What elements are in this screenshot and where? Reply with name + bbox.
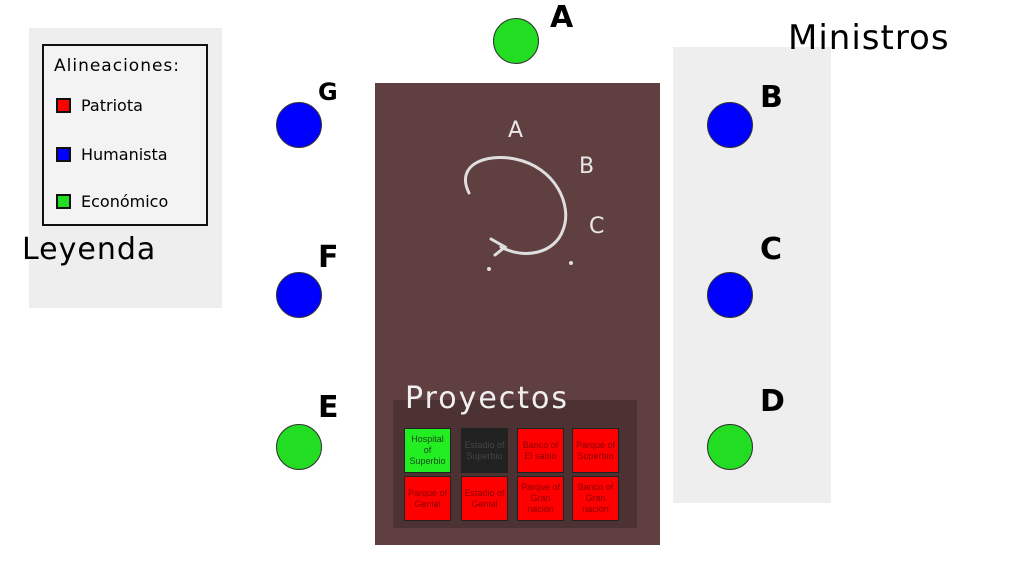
- legend-title: Alineaciones:: [54, 56, 181, 76]
- legend-item-humanista: Humanista: [56, 143, 168, 165]
- ministers-panel: [673, 47, 831, 503]
- minister-label-a: A: [550, 0, 574, 35]
- economico-swatch: [56, 193, 71, 209]
- dial-letter-c: C: [589, 214, 605, 239]
- patriota-swatch: [56, 97, 71, 113]
- legend-caption: Leyenda: [22, 232, 157, 267]
- legend-label: Económico: [81, 191, 169, 211]
- minister-node-a[interactable]: [493, 18, 539, 64]
- ministers-title: Ministros: [788, 18, 950, 58]
- minister-label-b: B: [760, 80, 783, 115]
- legend-item-patriota: Patriota: [56, 94, 143, 116]
- project-button[interactable]: Banco of El sabio: [517, 428, 564, 473]
- project-button[interactable]: Banco of Gran nacion: [572, 476, 619, 521]
- minister-label-d: D: [760, 384, 785, 419]
- minister-label-f: F: [318, 240, 339, 275]
- legend-item-economico: Económico: [56, 190, 168, 212]
- project-button[interactable]: Estadio of Genial: [461, 476, 508, 521]
- minister-node-c[interactable]: [707, 272, 753, 318]
- dial-letter-a: A: [508, 118, 524, 143]
- project-button[interactable]: Parque of Superbio: [572, 428, 619, 473]
- legend-box: Alineaciones: Patriota Humanista Económi…: [42, 44, 208, 226]
- legend-label: Humanista: [81, 144, 168, 164]
- project-button[interactable]: Estadio of Superbio: [461, 428, 508, 473]
- minister-label-c: C: [760, 232, 783, 267]
- project-button[interactable]: Parque of Gran nacion: [517, 476, 564, 521]
- minister-label-g: G: [318, 78, 338, 106]
- dial-letter-b: B: [579, 154, 595, 179]
- project-button[interactable]: Parque of Genial: [404, 476, 451, 521]
- project-button[interactable]: Hospital of Superbio: [404, 428, 451, 473]
- dial-icon: [464, 156, 573, 271]
- minister-node-e[interactable]: [276, 424, 322, 470]
- humanista-swatch: [56, 146, 71, 162]
- minister-node-b[interactable]: [707, 102, 753, 148]
- minister-node-g[interactable]: [276, 102, 322, 148]
- minister-label-e: E: [318, 390, 339, 425]
- minister-node-f[interactable]: [276, 272, 322, 318]
- minister-node-d[interactable]: [707, 424, 753, 470]
- projects-title: Proyectos: [405, 381, 570, 416]
- legend-label: Patriota: [81, 95, 143, 115]
